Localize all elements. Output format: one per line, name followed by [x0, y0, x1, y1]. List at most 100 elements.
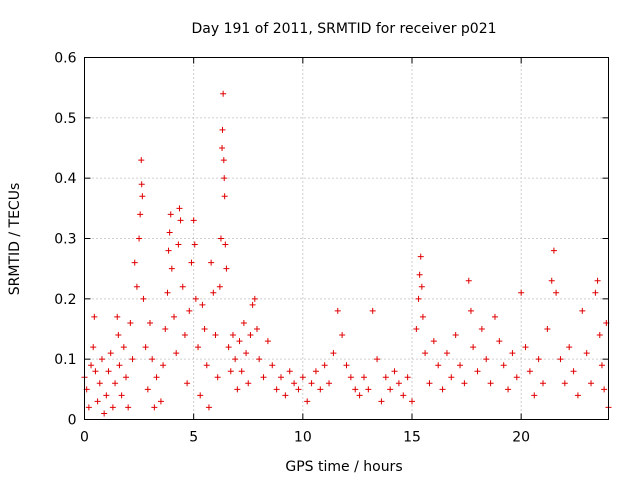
data-point	[136, 235, 143, 242]
data-point	[273, 386, 280, 393]
data-point	[330, 350, 337, 357]
data-point	[131, 259, 138, 266]
data-point	[509, 350, 516, 357]
data-point	[201, 326, 208, 332]
data-point	[518, 289, 525, 296]
data-point	[149, 356, 156, 363]
data-point	[382, 374, 389, 381]
y-tick-label: 0.3	[54, 232, 76, 248]
data-point	[387, 386, 394, 393]
data-point	[186, 307, 193, 314]
data-point	[588, 380, 595, 387]
data-point	[199, 301, 206, 308]
data-point	[245, 380, 252, 387]
data-point	[550, 247, 557, 254]
data-point	[222, 241, 229, 248]
data-point	[184, 380, 191, 387]
data-point	[561, 380, 568, 387]
y-axis-label: SRMTID / TECUs	[7, 183, 23, 296]
data-point	[179, 283, 186, 290]
data-point	[422, 350, 429, 357]
data-point	[238, 368, 245, 375]
data-point	[112, 380, 119, 387]
data-point	[326, 380, 333, 387]
data-point	[404, 374, 411, 381]
data-point	[461, 380, 468, 387]
data-point	[181, 332, 188, 339]
data-point	[391, 368, 398, 375]
data-point	[557, 356, 564, 363]
data-point	[365, 386, 372, 393]
data-point	[339, 332, 346, 339]
data-point	[138, 157, 145, 164]
data-point	[221, 193, 228, 200]
x-tick-label: 15	[403, 430, 421, 446]
data-point	[457, 362, 464, 369]
chart-title: Day 191 of 2011, SRMTID for receiver p02…	[191, 21, 496, 37]
data-point	[168, 265, 175, 272]
data-point	[443, 350, 450, 357]
data-point	[522, 344, 529, 351]
data-point	[176, 205, 183, 212]
data-point	[347, 374, 354, 381]
data-point	[574, 392, 581, 399]
data-point	[138, 181, 145, 188]
y-tick-label: 0	[68, 413, 77, 429]
data-point	[171, 313, 178, 320]
data-point	[160, 362, 167, 369]
data-point	[151, 404, 158, 411]
data-point	[127, 319, 134, 326]
data-point	[227, 368, 234, 375]
data-point	[295, 386, 302, 393]
data-point	[474, 368, 481, 375]
data-point	[122, 374, 129, 381]
data-point	[234, 386, 241, 393]
data-point	[173, 350, 180, 357]
data-point	[129, 356, 136, 363]
data-point	[417, 253, 424, 260]
data-point	[139, 193, 146, 200]
data-point	[299, 374, 306, 381]
data-point	[219, 126, 226, 133]
data-point	[343, 362, 350, 369]
data-point	[548, 277, 555, 284]
data-point	[470, 344, 477, 351]
data-point	[360, 374, 367, 381]
data-point	[334, 307, 341, 314]
data-point	[435, 362, 442, 369]
data-point	[216, 283, 223, 290]
data-point	[217, 235, 224, 242]
x-tick-label: 0	[80, 430, 89, 446]
data-point	[413, 326, 420, 332]
data-point	[467, 307, 474, 314]
data-point	[192, 295, 199, 302]
data-point	[249, 301, 256, 308]
data-point	[570, 368, 577, 375]
data-point	[308, 380, 315, 387]
data-point	[101, 410, 108, 417]
data-point	[85, 404, 92, 411]
data-point	[120, 344, 127, 351]
data-point	[96, 380, 103, 387]
data-point	[416, 271, 423, 278]
data-point	[483, 356, 490, 363]
data-point	[197, 392, 204, 399]
data-point	[264, 338, 271, 345]
data-point	[147, 319, 153, 326]
data-point	[105, 368, 112, 375]
data-point	[356, 392, 363, 399]
x-tick-label: 5	[189, 430, 198, 446]
data-point	[219, 145, 226, 151]
data-point	[167, 211, 174, 218]
data-point	[419, 313, 426, 320]
data-point	[164, 289, 171, 296]
data-point	[253, 326, 260, 332]
data-point	[487, 380, 494, 387]
data-point	[191, 241, 198, 248]
data-point	[103, 392, 110, 399]
data-point	[452, 332, 459, 339]
data-point	[208, 259, 215, 266]
y-tick-label: 0.2	[54, 292, 76, 308]
data-point	[140, 295, 147, 302]
data-point	[369, 307, 376, 314]
